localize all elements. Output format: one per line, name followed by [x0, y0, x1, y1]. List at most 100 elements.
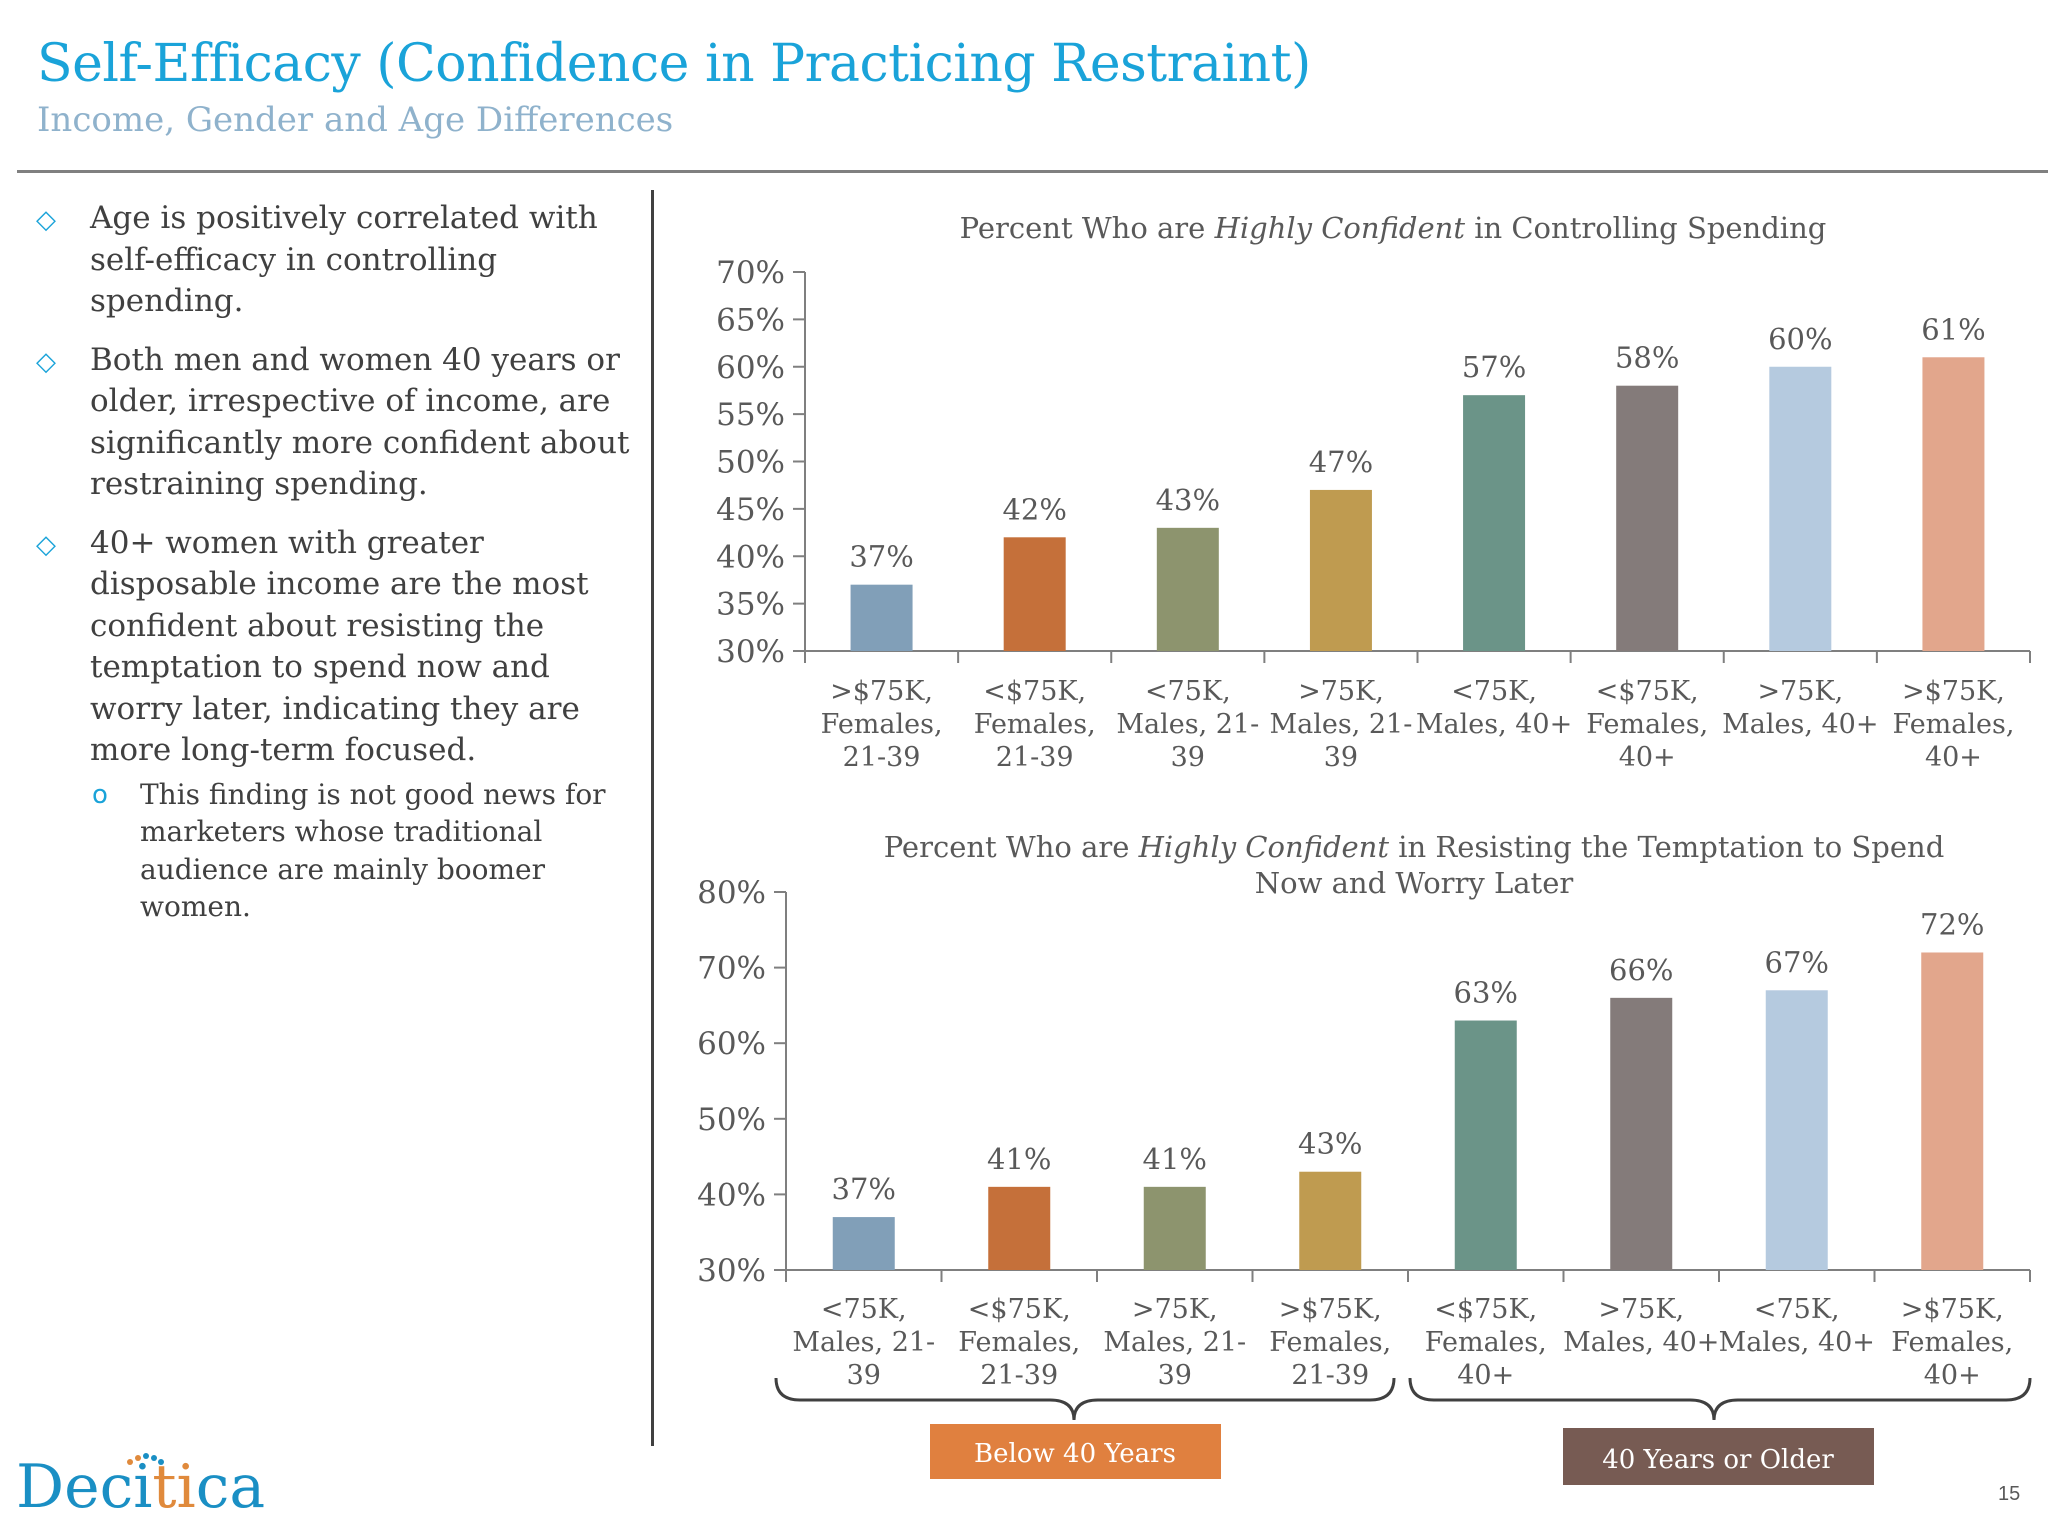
category-label: <75K, [821, 1294, 907, 1325]
bar-value-label: 63% [1454, 976, 1518, 1010]
bar [850, 584, 913, 651]
category-label: <$75K, [1596, 676, 1699, 707]
sub-bullet-item: o This finding is not good news for mark… [30, 776, 630, 926]
bar-value-label: 67% [1765, 945, 1829, 979]
bar-value-label: 37% [832, 1172, 896, 1206]
category-label: Males, 21- [1270, 709, 1413, 740]
chart2-title-line2: Now and Worry Later [1255, 866, 1574, 900]
category-label: >75K, [1598, 1294, 1684, 1325]
bar [1143, 1186, 1206, 1270]
category-label: Females, [1892, 709, 2014, 740]
bullet-item: ◇ Both men and women 40 years or older, … [30, 340, 630, 506]
category-label: Females, [958, 1327, 1080, 1358]
y-tick-label: 65% [716, 302, 785, 338]
page-number: 15 [1998, 1483, 2021, 1505]
circle-bullet-icon: o [92, 779, 108, 810]
y-tick-label: 50% [697, 1102, 766, 1138]
bar-value-label: 60% [1768, 322, 1832, 356]
category-label: Males, 21- [792, 1327, 935, 1358]
y-tick-label: 80% [697, 875, 766, 911]
bar-value-label: 57% [1462, 350, 1526, 384]
bar-value-label: 43% [1298, 1127, 1362, 1161]
category-label: <75K, [1145, 676, 1231, 707]
bar-value-label: 61% [1921, 312, 1985, 346]
category-label: >75K, [1132, 1294, 1218, 1325]
category-label: Males, 40+ [1722, 709, 1878, 740]
bar [1610, 997, 1673, 1270]
bar [1765, 990, 1828, 1270]
below-40-bracket [774, 1377, 1396, 1421]
bullet-item: ◇ Age is positively correlated with self… [30, 198, 630, 323]
y-tick-label: 40% [697, 1177, 766, 1213]
page-title: Self-Efficacy (Confidence in Practicing … [37, 34, 1311, 94]
category-label: 40+ [1924, 1360, 1981, 1391]
bar-value-label: 41% [987, 1142, 1051, 1176]
chart2-plot: 30%40%50%60%70%80%37%<75K,Males, 21-3941… [697, 875, 2031, 1391]
category-label: 21-39 [980, 1360, 1058, 1391]
bar [1616, 385, 1679, 651]
category-label: 21-39 [843, 742, 921, 773]
page-subtitle: Income, Gender and Age Differences [37, 100, 674, 140]
bar-value-label: 58% [1615, 341, 1679, 375]
column-divider [651, 190, 654, 1446]
category-label: 39 [1171, 742, 1205, 773]
category-label: <75K, [1754, 1294, 1840, 1325]
category-label: Females, [1425, 1327, 1547, 1358]
category-label: <$75K, [1434, 1294, 1537, 1325]
y-tick-label: 70% [697, 951, 766, 987]
category-label: >$75K, [830, 676, 933, 707]
y-tick-label: 55% [716, 397, 785, 433]
y-tick-label: 40% [716, 539, 785, 575]
below-40-group-label: Below 40 Years [974, 1439, 1176, 1469]
bar [988, 1186, 1051, 1270]
category-label: >$75K, [1279, 1294, 1382, 1325]
bar [1922, 357, 1985, 651]
bullet-item: ◇ 40+ women with greater disposable inco… [30, 523, 630, 926]
category-label: >75K, [1757, 676, 1843, 707]
category-label: Females, [974, 709, 1096, 740]
bar-value-label: 37% [849, 540, 913, 574]
bar-value-label: 42% [1002, 492, 1066, 526]
y-tick-label: 60% [697, 1026, 766, 1062]
chart2-title: Percent Who are Highly Confident in Resi… [884, 830, 1945, 864]
bar [1769, 366, 1832, 651]
category-label: 40+ [1925, 742, 1982, 773]
bullet-text: 40+ women with greater disposable income… [90, 524, 589, 769]
below-40-group-box [930, 1424, 1221, 1479]
category-label: Females, [821, 709, 943, 740]
bar [1003, 537, 1066, 651]
category-label: Males, 21- [1116, 709, 1259, 740]
bar-value-label: 72% [1920, 907, 1984, 941]
category-label: <75K, [1451, 676, 1537, 707]
category-label: 21-39 [996, 742, 1074, 773]
bar [1921, 952, 1984, 1270]
y-tick-label: 50% [716, 445, 785, 481]
over-40-bracket [1408, 1377, 2032, 1421]
diamond-bullet-icon: ◇ [36, 346, 56, 377]
y-tick-label: 60% [716, 350, 785, 386]
category-label: >$75K, [1902, 676, 2005, 707]
category-label: 39 [1158, 1360, 1192, 1391]
bar [832, 1217, 895, 1270]
title-divider [17, 170, 2048, 173]
bar-value-label: 47% [1309, 445, 1373, 479]
bullet-text: Age is positively correlated with self-e… [90, 200, 598, 319]
over-40-group-box [1563, 1428, 1874, 1485]
bar [1309, 489, 1372, 651]
category-label: <$75K, [968, 1294, 1071, 1325]
y-tick-label: 30% [697, 1253, 766, 1289]
bar-value-label: 43% [1156, 483, 1220, 517]
diamond-bullet-icon: ◇ [36, 205, 56, 235]
bullet-list: ◇ Age is positively correlated with self… [30, 198, 630, 943]
category-label: Females, [1891, 1327, 2013, 1358]
y-tick-label: 35% [716, 587, 785, 623]
category-label: Females, [1586, 709, 1708, 740]
category-label: Males, 40+ [1719, 1327, 1875, 1358]
category-label: <$75K, [983, 676, 1086, 707]
category-label: >75K, [1298, 676, 1384, 707]
bar [1463, 395, 1526, 651]
over-40-group-label: 40 Years or Older [1602, 1445, 1834, 1475]
bullet-text: Both men and women 40 years or older, ir… [90, 341, 630, 503]
category-label: Males, 40+ [1416, 709, 1572, 740]
